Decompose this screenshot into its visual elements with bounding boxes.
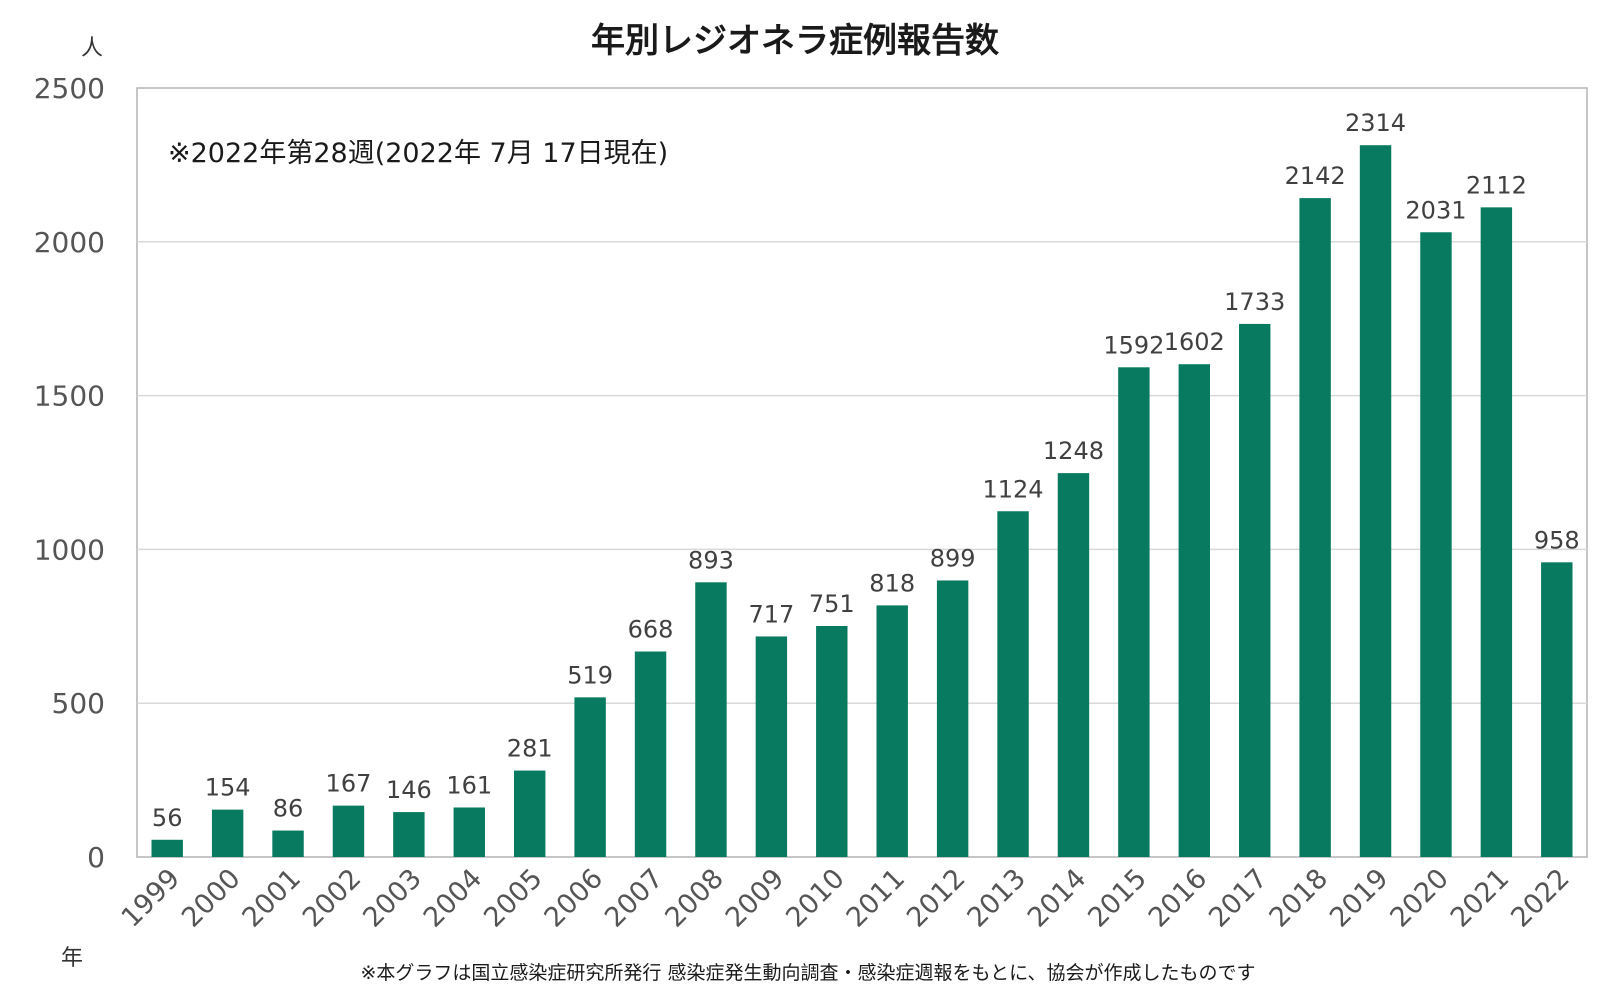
y-tick-label: 2000 [34,226,105,259]
x-tick-label-2002: 2002 [297,863,368,934]
bar-2004 [453,807,485,857]
bar-2007 [634,651,667,857]
bar-2001 [272,830,304,857]
bar-2005 [514,770,546,857]
x-tick-label-2001: 2001 [236,863,307,934]
y-tick-label: 0 [87,841,105,874]
y-unit-label: 人 [81,36,103,61]
bar-2020 [1420,232,1452,857]
data-label-2000: 154 [205,774,251,802]
data-label-2008: 893 [688,546,734,574]
data-label-2014: 1248 [1043,437,1104,465]
x-tick-label-2010: 2010 [780,863,851,934]
bar-2000 [211,809,244,857]
data-label-2007: 668 [628,616,674,644]
annotation-note: ※2022年第28週(2022年 7月 17日現在) [168,138,668,169]
x-tick-label-2009: 2009 [720,863,791,934]
x-tick-label-2019: 2019 [1324,863,1395,934]
chart-title: 年別レジオネラ症例報告数 [591,21,999,61]
x-tick-label-2000: 2000 [176,863,247,934]
data-label-2004: 161 [446,771,492,799]
bar-2014 [1057,473,1090,857]
source-note: ※本グラフは国立感染症研究所発行 感染症発生動向調査・感染症週報をもとに、協会が… [360,962,1255,984]
bar-2017 [1239,323,1271,857]
x-tick-label-2012: 2012 [901,863,972,934]
x-tick-label-2022: 2022 [1505,863,1576,934]
data-labels: 56 154 86 167 146 161 281 519 668 893 717 751 818 899… [152,109,1580,832]
x-tick-label-2007: 2007 [599,863,670,934]
x-unit-label: 年 [61,946,83,971]
x-tick-label-2021: 2021 [1445,863,1516,934]
data-label-2012: 899 [930,544,976,572]
data-label-2011: 818 [869,569,915,597]
gridlines [137,241,1587,704]
data-label-2006: 519 [567,661,613,689]
y-tick-label: 1000 [34,533,105,566]
bar-2010 [816,625,848,857]
bar-2018 [1299,198,1331,858]
x-tick-label-2016: 2016 [1143,863,1214,934]
bar-2022 [1541,562,1573,857]
x-tick-label-2020: 2020 [1384,863,1455,934]
data-label-2021: 2112 [1466,171,1527,199]
bar-1999 [151,839,183,857]
y-axis-ticks: 0 500 1000 1500 2000 2500 [34,72,105,874]
x-tick-label-2017: 2017 [1203,863,1274,934]
x-tick-label-2015: 2015 [1082,863,1153,934]
bar-2019 [1359,145,1392,857]
bar-2003 [393,812,425,857]
bar-2012 [936,580,969,857]
x-tick-label-2008: 2008 [659,863,730,934]
data-label-2002: 167 [326,770,372,798]
bar-2015 [1118,367,1150,857]
bar-2021 [1480,207,1513,857]
bar-2013 [997,511,1029,857]
data-label-2022: 958 [1534,526,1580,554]
data-label-2018: 2142 [1285,162,1346,190]
bars [151,145,1573,858]
x-tick-label-2018: 2018 [1264,863,1335,934]
x-tick-label-2003: 2003 [357,863,428,934]
x-tick-label-2014: 2014 [1022,863,1093,934]
data-label-2001: 86 [273,795,304,823]
data-label-2020: 2031 [1405,196,1466,224]
data-label-2013: 1124 [983,475,1044,503]
data-label-2019: 2314 [1345,109,1406,137]
plot-area [136,87,1588,858]
data-label-2009: 717 [748,600,794,628]
bar-2006 [574,697,606,857]
x-tick-label-2005: 2005 [478,863,549,934]
data-label-2015: 1592 [1103,331,1164,359]
bar-2016 [1178,364,1210,857]
bar-2009 [755,636,788,857]
bar-2002 [332,805,365,857]
data-label-2016: 1602 [1164,328,1225,356]
data-label-2003: 146 [386,776,432,804]
data-label-1999: 56 [152,804,183,832]
x-tick-label-2004: 2004 [418,863,489,934]
data-label-2010: 751 [809,590,855,618]
y-tick-label: 2500 [34,72,105,105]
bar-2008 [695,582,727,857]
y-tick-label: 500 [52,687,105,720]
bar-2011 [876,605,908,857]
y-tick-label: 1500 [34,380,105,413]
x-tick-label-2013: 2013 [961,863,1032,934]
x-tick-label-1999: 1999 [116,863,187,934]
x-tick-label-2006: 2006 [539,863,610,934]
data-label-2017: 1733 [1224,288,1285,316]
data-label-2005: 281 [507,735,553,763]
x-axis-ticks: 1999200020012002200320042005200620072008… [116,863,1576,934]
x-tick-label-2011: 2011 [841,863,912,934]
